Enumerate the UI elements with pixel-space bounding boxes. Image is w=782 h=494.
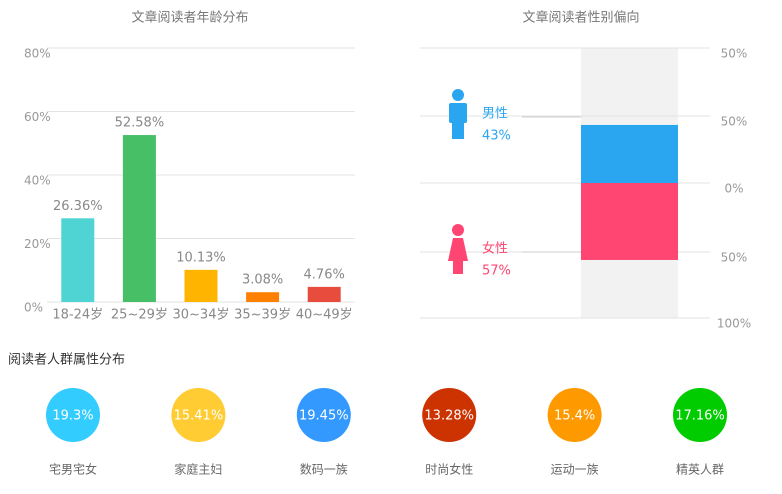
chart-title: 文章阅读者性别偏向 xyxy=(522,10,639,26)
value-label: 17.16% xyxy=(675,409,725,424)
category-label: 数码一族 xyxy=(300,462,348,477)
data-label: 10.13% xyxy=(176,250,226,265)
category-label: 时尚女性 xyxy=(425,462,473,477)
y-tick-label: 0% xyxy=(24,301,43,315)
x-tick-label: 18-24岁 xyxy=(52,308,103,323)
person-icon xyxy=(448,224,468,274)
icon-part xyxy=(452,89,464,101)
y-tick-label: 50% xyxy=(721,47,748,61)
bar xyxy=(307,286,341,302)
bar xyxy=(61,218,95,302)
y-tick-label: 0% xyxy=(724,182,743,196)
x-tick-label: 25~29岁 xyxy=(111,308,168,323)
data-label: 4.76% xyxy=(304,267,345,282)
bar xyxy=(581,183,678,260)
icon-part xyxy=(448,238,468,261)
y-tick-label: 50% xyxy=(721,115,748,129)
attribute-circle xyxy=(171,388,226,442)
bar xyxy=(581,124,678,183)
attribute-circle xyxy=(46,388,100,442)
x-tick-label: 40~49岁 xyxy=(296,308,353,323)
data-label: 52.58% xyxy=(115,116,165,131)
bar xyxy=(246,292,280,302)
icon-part xyxy=(452,119,464,139)
legend-label: 女性 xyxy=(482,241,508,257)
y-tick-label: 20% xyxy=(24,237,51,251)
icon-part xyxy=(452,224,464,236)
y-tick-label: 60% xyxy=(24,110,51,124)
category-label: 宅男宅女 xyxy=(49,462,97,477)
category-label: 家庭主妇 xyxy=(174,462,222,477)
x-tick-label: 30~34岁 xyxy=(173,308,230,323)
attribute-circle xyxy=(673,388,727,442)
data-label: 26.36% xyxy=(53,199,103,214)
y-tick-label: 40% xyxy=(24,174,51,188)
data-label: 3.08% xyxy=(242,273,283,288)
person-icon xyxy=(449,89,467,139)
value-label: 19.3% xyxy=(52,409,93,424)
bar xyxy=(122,135,156,302)
value-label: 15.4% xyxy=(554,409,595,424)
attribute-circle xyxy=(422,388,477,442)
x-tick-label: 35~39岁 xyxy=(234,308,291,323)
y-tick-label: 100% xyxy=(717,317,751,331)
section-title: 阅读者人群属性分布 xyxy=(8,353,125,368)
category-label: 运动一族 xyxy=(551,463,599,477)
value-label: 15.41% xyxy=(174,409,224,424)
value-label: 43% xyxy=(482,129,511,144)
attribute-circle xyxy=(547,388,602,442)
value-label: 19.45% xyxy=(299,409,349,424)
value-label: 13.28% xyxy=(424,409,474,424)
icon-part xyxy=(449,103,467,123)
attribute-circle xyxy=(296,388,351,442)
value-label: 57% xyxy=(482,264,511,279)
y-tick-label: 80% xyxy=(24,47,51,61)
bar xyxy=(184,269,218,302)
y-tick-label: 50% xyxy=(721,251,748,265)
icon-part xyxy=(453,259,463,274)
category-label: 精英人群 xyxy=(676,463,724,477)
chart-title: 文章阅读者年龄分布 xyxy=(131,10,248,26)
legend-label: 男性 xyxy=(482,107,508,122)
